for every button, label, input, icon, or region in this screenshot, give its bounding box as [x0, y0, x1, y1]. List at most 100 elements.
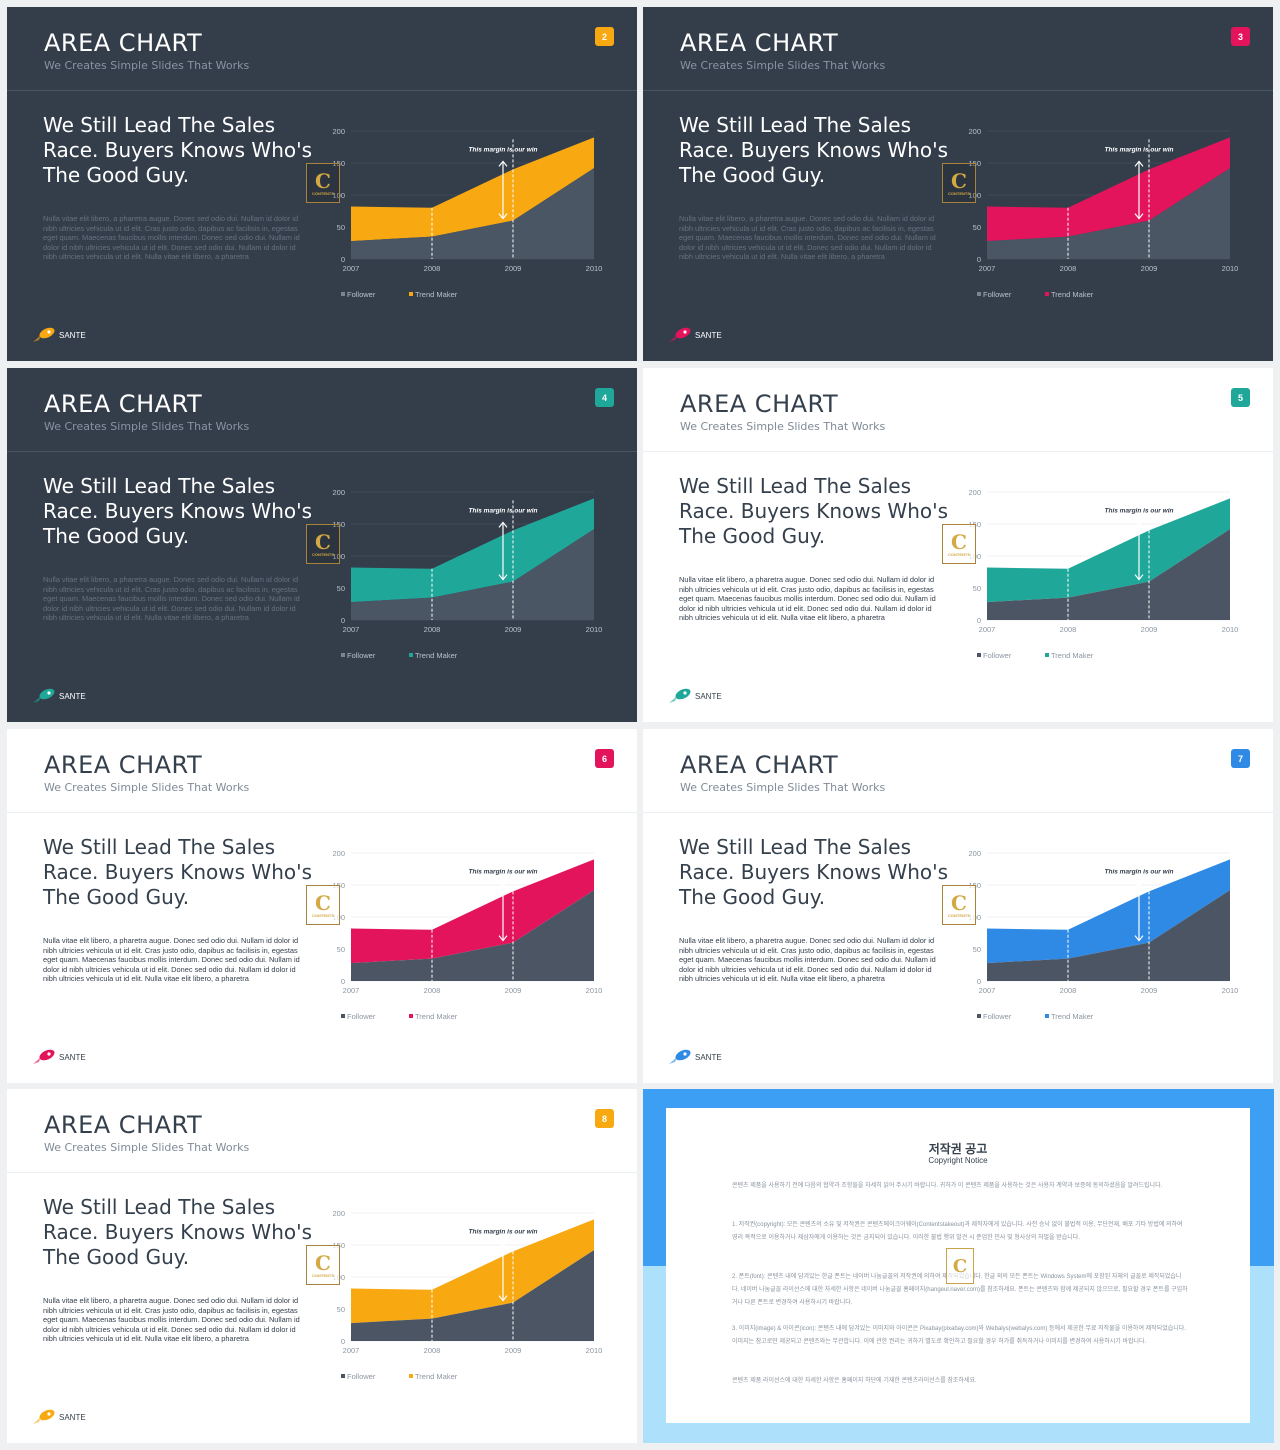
- series-area-trend-maker: [351, 137, 594, 242]
- slide-subtitle: We Creates Simple Slides That Works: [680, 781, 886, 794]
- slide-headline: We Still Lead The Sales Race. Buyers Kno…: [679, 835, 949, 909]
- watermark-logo: C CONTENTS: [306, 524, 340, 564]
- x-tick-label: 2009: [1141, 986, 1158, 995]
- brand-name: SANTE: [695, 330, 722, 340]
- series-area-trend-maker: [351, 859, 594, 964]
- arrow-head-up: [498, 882, 508, 889]
- x-tick-label: 2009: [505, 1346, 522, 1355]
- x-tick-label: 2009: [505, 625, 522, 634]
- y-tick-label: 200: [968, 127, 981, 136]
- x-tick-label: 2010: [1222, 264, 1239, 273]
- y-tick-label: 200: [332, 127, 345, 136]
- x-tick-label: 2007: [343, 1346, 360, 1355]
- arrow-head-up: [498, 160, 508, 167]
- x-tick-label: 2007: [343, 625, 360, 634]
- slide-headline: We Still Lead The Sales Race. Buyers Kno…: [679, 113, 949, 187]
- legend-label: Trend Maker: [415, 651, 458, 660]
- legend-swatch: [977, 653, 981, 657]
- x-tick-label: 2010: [586, 625, 603, 634]
- page-number-badge: 3: [1231, 27, 1250, 46]
- legend-swatch: [1045, 1014, 1049, 1018]
- watermark-logo: C: [946, 1248, 974, 1284]
- legend-label: Trend Maker: [415, 290, 458, 299]
- brand-logo: SANTE: [31, 1047, 86, 1067]
- legend-swatch: [409, 292, 413, 296]
- margin-annotation: This margin is our win: [1105, 146, 1174, 153]
- x-tick-label: 2007: [343, 264, 360, 273]
- body-text: Nulla vitae elit libero, a pharetra augu…: [43, 1296, 300, 1344]
- y-tick-label: 50: [973, 223, 981, 232]
- page-number-badge: 7: [1231, 749, 1250, 768]
- area-chart-slide: AREA CHART We Creates Simple Slides That …: [7, 729, 637, 1083]
- series-area-trend-maker: [987, 137, 1230, 242]
- watermark-letter: C: [951, 529, 967, 554]
- arrow-head-down: [1134, 213, 1144, 220]
- legend-swatch: [1045, 292, 1049, 296]
- series-area-trend-maker: [987, 859, 1230, 964]
- area-chart-slide: AREA CHART We Creates Simple Slides That …: [643, 7, 1273, 361]
- legend-label: Follower: [347, 1012, 376, 1021]
- notice-card: 저작권 공고 Copyright Notice 콘텐츠 제품을 사용하기 전에 …: [666, 1108, 1250, 1423]
- rocket-icon: [669, 1049, 691, 1064]
- header-divider: [7, 90, 637, 91]
- brand-logo: SANTE: [31, 325, 86, 345]
- rocket-icon: [33, 1049, 55, 1064]
- area-chart-slide: AREA CHART We Creates Simple Slides That …: [7, 1089, 637, 1443]
- slide-headline: We Still Lead The Sales Race. Buyers Kno…: [679, 474, 949, 548]
- body-text: Nulla vitae elit libero, a pharetra augu…: [679, 936, 936, 984]
- watermark-letter: C: [315, 168, 331, 193]
- notice-paragraph: 콘텐츠 제품 라이선스에 대한 자세한 사항은 홈페이지 하단에 기재한 콘텐츠…: [732, 1378, 977, 1384]
- brand-logo: SANTE: [667, 1047, 722, 1067]
- slide-title: AREA CHART: [44, 390, 203, 418]
- arrow-head-down: [1134, 935, 1144, 942]
- y-tick-label: 0: [977, 977, 981, 986]
- legend-label: Follower: [347, 290, 376, 299]
- y-tick-label: 50: [337, 1305, 345, 1314]
- legend-swatch: [341, 1374, 345, 1378]
- arrow-head-down: [1134, 574, 1144, 581]
- margin-annotation: This margin is our win: [469, 868, 538, 875]
- body-text: Nulla vitae elit libero, a pharetra augu…: [679, 575, 936, 623]
- watermark-logo: C CONTENTS: [306, 885, 340, 925]
- x-tick-label: 2008: [424, 986, 441, 995]
- series-area-follower: [351, 1250, 594, 1341]
- slide-headline: We Still Lead The Sales Race. Buyers Kno…: [43, 474, 313, 548]
- watermark-logo: C CONTENTS: [306, 1245, 340, 1285]
- slide-subtitle: We Creates Simple Slides That Works: [680, 59, 886, 72]
- legend-label: Follower: [983, 651, 1012, 660]
- watermark-logo: C CONTENTS: [306, 163, 340, 203]
- watermark-text: CONTENTS: [312, 190, 334, 196]
- page-number-badge: 5: [1231, 388, 1250, 407]
- y-tick-label: 0: [341, 1337, 345, 1346]
- area-chart-slide: AREA CHART We Creates Simple Slides That …: [643, 729, 1273, 1083]
- legend-swatch: [341, 292, 345, 296]
- brand-name: SANTE: [695, 691, 722, 701]
- y-tick-label: 200: [968, 849, 981, 858]
- y-tick-label: 200: [332, 1209, 345, 1218]
- watermark-text: CONTENTS: [948, 912, 970, 918]
- brand-logo: SANTE: [667, 325, 722, 345]
- y-tick-label: 50: [973, 945, 981, 954]
- series-area-follower: [351, 168, 594, 259]
- x-tick-label: 2008: [424, 625, 441, 634]
- series-area-trend-maker: [351, 498, 594, 603]
- slide-title: AREA CHART: [44, 751, 203, 779]
- area-chart-slide: AREA CHART We Creates Simple Slides That …: [7, 368, 637, 722]
- legend-label: Follower: [983, 290, 1012, 299]
- slide-headline: We Still Lead The Sales Race. Buyers Kno…: [43, 1195, 313, 1269]
- x-tick-label: 2007: [979, 625, 996, 634]
- x-tick-label: 2008: [424, 264, 441, 273]
- y-tick-label: 200: [332, 488, 345, 497]
- series-area-trend-maker: [987, 498, 1230, 603]
- page-number-badge: 4: [595, 388, 614, 407]
- arrow-head-up: [498, 521, 508, 528]
- watermark-text: CONTENTS: [312, 551, 334, 557]
- brand-logo: SANTE: [31, 686, 86, 706]
- header-divider: [643, 812, 1273, 813]
- y-tick-label: 0: [341, 255, 345, 264]
- notice-subtitle: Copyright Notice: [928, 1156, 988, 1165]
- legend-swatch: [977, 1014, 981, 1018]
- x-tick-label: 2010: [586, 1346, 603, 1355]
- y-tick-label: 100: [332, 191, 345, 200]
- x-tick-label: 2007: [979, 264, 996, 273]
